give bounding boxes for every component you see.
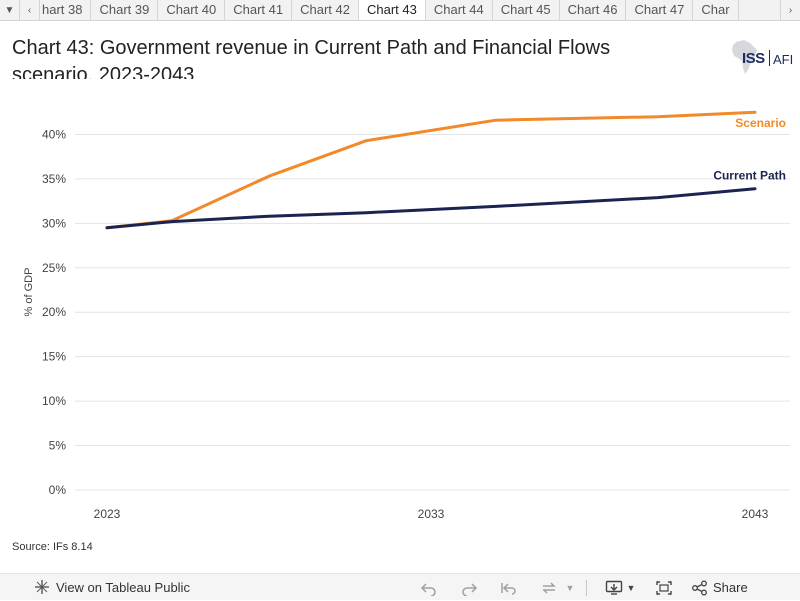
caret-down-icon: ▼: [565, 582, 575, 593]
revert-button[interactable]: [498, 574, 520, 601]
share-label: Share: [713, 580, 748, 595]
tab-chart-44[interactable]: Chart 44: [425, 0, 493, 20]
fullscreen-icon: [656, 580, 672, 595]
tab-char[interactable]: Char: [693, 0, 739, 20]
y-tick-label: 0%: [49, 483, 67, 497]
refresh-icon: [542, 581, 556, 594]
tab-strip: ▼ ‹ hart 38 Chart 39 Chart 40 Chart 41 Chart…: [0, 0, 800, 21]
tab-scroll-left-button[interactable]: ‹: [20, 0, 40, 20]
tab-chart-42[interactable]: Chart 42: [292, 0, 359, 20]
y-tick-label: 35%: [42, 172, 66, 186]
y-tick-label: 5%: [49, 439, 67, 453]
logo-text: ISS: [742, 50, 765, 67]
refresh-dropdown-button[interactable]: ▼: [564, 574, 576, 601]
redo-icon: [462, 582, 478, 596]
line-chart: 0% 5% 10% 15% 20% 25% 30% 35% 40% % of GDP 2023 203…: [0, 90, 800, 530]
tab-chart-39[interactable]: Chart 39: [91, 0, 159, 20]
refresh-button[interactable]: [538, 574, 560, 601]
revert-icon: [501, 582, 516, 595]
tab-chart-40[interactable]: Chart 40: [158, 0, 226, 20]
x-tick-label: 2023: [94, 507, 121, 521]
chart-svg: 0% 5% 10% 15% 20% 25% 30% 35% 40% % of GDP 2023 203…: [23, 110, 790, 521]
download-button[interactable]: [603, 574, 625, 601]
view-on-tableau-label: View on Tableau Public: [56, 579, 190, 595]
chevron-left-icon: ‹: [27, 4, 32, 16]
source-note: Source: IFs 8.14: [12, 541, 93, 553]
x-tick-label: 2033: [418, 507, 445, 521]
y-tick-label: 15%: [42, 350, 66, 364]
fullscreen-button[interactable]: [653, 574, 675, 601]
tab-hart-38[interactable]: hart 38: [40, 0, 92, 20]
tableau-toolbar: View on Tableau Public: [0, 573, 800, 600]
download-dropdown-button[interactable]: ▼: [625, 574, 637, 601]
iss-logo: ISS AFI: [728, 38, 798, 78]
series-label-current-path: Current Path: [713, 169, 786, 183]
triangle-down-icon: ▼: [4, 4, 15, 16]
tab-chart-43[interactable]: Chart 43: [358, 0, 426, 20]
x-tick-label: 2043: [742, 507, 769, 521]
logo-text-secondary: AFI: [773, 52, 794, 67]
undo-icon: [420, 582, 436, 596]
y-tick-label: 20%: [42, 305, 66, 319]
share-icon: [692, 580, 707, 595]
tab-menu-button[interactable]: ▼: [0, 0, 20, 20]
caret-down-icon: ▼: [626, 582, 636, 593]
tab-chart-45[interactable]: Chart 45: [492, 0, 560, 20]
chevron-right-icon: ›: [788, 4, 793, 16]
tab-chart-46[interactable]: Chart 46: [559, 0, 627, 20]
logo-divider: [769, 50, 770, 66]
toolbar-actions: ▼ ▼ Share: [418, 574, 748, 601]
y-tick-label: 40%: [42, 127, 66, 141]
chart-title: Chart 43: Government revenue in Current …: [12, 37, 611, 79]
redo-button[interactable]: [458, 574, 480, 601]
y-tick-label: 10%: [42, 394, 66, 408]
y-tick-label: 25%: [42, 261, 66, 275]
view-on-tableau-link[interactable]: View on Tableau Public: [0, 579, 190, 595]
y-axis-label: % of GDP: [23, 268, 35, 317]
toolbar-divider: [586, 579, 587, 596]
series-line-current-path: [105, 187, 757, 230]
download-icon: [605, 580, 623, 595]
tab-scroll-right-button[interactable]: ›: [780, 0, 800, 20]
tab-chart-41[interactable]: Chart 41: [225, 0, 293, 20]
share-button[interactable]: Share: [691, 574, 748, 601]
tab-chart-47[interactable]: Chart 47: [626, 0, 694, 20]
tableau-icon: [35, 580, 49, 594]
tab-list: hart 38 Chart 39 Chart 40 Chart 41 Chart 42 C…: [40, 0, 780, 20]
africa-map-icon: [732, 40, 757, 74]
series-label-scenario: Scenario: [735, 116, 786, 130]
y-tick-label: 30%: [42, 216, 66, 230]
undo-button[interactable]: [418, 574, 440, 601]
